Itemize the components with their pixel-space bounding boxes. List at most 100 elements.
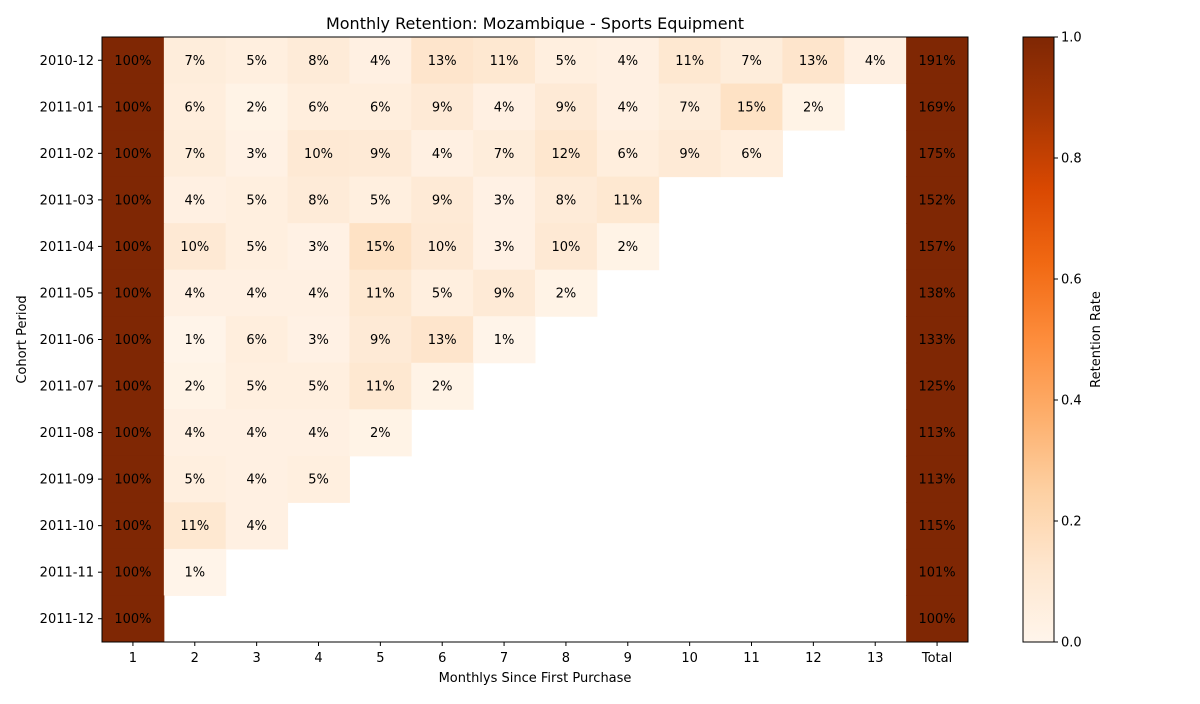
cell-value-label: 7% [741,54,762,69]
colorbar-label: Retention Rate [1089,291,1104,388]
heatmap-cell [720,83,783,131]
cell-value-label: 10% [304,147,333,162]
cell-value-label: 5% [308,473,329,488]
colorbar-tick-label: 0.8 [1061,152,1082,167]
cell-value-label: 3% [308,240,329,255]
heatmap-cell [473,316,536,364]
heatmap-cell [163,83,227,131]
heatmap-cell [658,83,722,131]
cell-value-label: 5% [370,193,391,208]
heatmap-cell [596,223,660,271]
heatmap-cell [535,223,598,271]
cell-value-label: 4% [865,54,886,69]
heatmap-cell [225,83,289,131]
heatmap-cell [163,37,227,85]
heatmap-cell [596,37,660,85]
x-tick-label: 13 [867,651,884,666]
cell-value-label: 4% [246,426,267,441]
heatmap-cell [225,223,289,271]
cell-value-label: 100% [114,54,151,69]
heatmap-cell [473,223,536,271]
heatmap-total-cell [906,269,969,317]
cell-value-label: 13% [428,54,457,69]
cell-value-label: 9% [432,193,453,208]
chart-title: Monthly Retention: Mozambique - Sports E… [326,14,744,33]
heatmap-cell [102,455,165,503]
cell-value-label: 8% [556,193,577,208]
heatmap-cell [225,455,289,503]
cell-value-label: 100% [114,566,151,581]
heatmap-cell [225,130,289,178]
heatmap-cell [163,269,227,317]
heatmap-cell [411,362,474,410]
heatmap-cell [102,362,165,410]
heatmap-total-cell [906,362,969,410]
cell-value-label: 9% [679,147,700,162]
total-value-label: 133% [918,333,955,348]
cell-value-label: 5% [556,54,577,69]
total-value-label: 113% [918,426,955,441]
x-tick-label: 2 [191,651,199,666]
heatmap-cell [102,176,165,224]
heatmap-cell [163,502,227,550]
colorbar-tick-label: 0.4 [1061,394,1082,409]
cell-value-label: 11% [613,193,642,208]
cell-value-label: 3% [308,333,329,348]
heatmap-cell [411,83,474,131]
cell-value-label: 15% [737,100,766,115]
heatmap-cell [287,455,350,503]
total-value-label: 152% [918,193,955,208]
heatmap-cell [411,176,474,224]
heatmap-cell [225,316,289,364]
cell-value-label: 4% [308,426,329,441]
y-tick-label: 2011-10 [40,519,94,534]
heatmap-cell [596,83,660,131]
x-tick-label: 7 [500,651,508,666]
heatmap-cell [535,130,598,178]
cell-value-label: 100% [114,519,151,534]
cell-value-label: 4% [617,100,638,115]
cell-value-label: 5% [246,193,267,208]
cell-value-label: 5% [246,54,267,69]
cell-value-label: 2% [432,380,453,395]
cell-value-label: 2% [556,286,577,301]
y-axis: 2010-12 2011-01 2011-02 2011-03 2011-04 2011-… [40,54,102,627]
x-tick-label: 5 [376,651,384,666]
heatmap-total-cell [906,548,969,596]
heatmap-cell [658,130,722,178]
heatmap-cell [287,269,350,317]
heatmap-cell [102,269,165,317]
cell-value-label: 7% [184,147,205,162]
cell-value-label: 10% [180,240,209,255]
total-value-label: 101% [918,566,955,581]
heatmap-cell [782,83,845,131]
cell-value-label: 2% [617,240,638,255]
heatmap-cell [411,37,474,85]
x-tick-label: Total [921,651,952,666]
y-tick-label: 2011-05 [40,286,94,301]
heatmap-cell [535,37,598,85]
heatmap-total-cell [906,455,969,503]
cell-value-label: 4% [246,519,267,534]
cell-value-label: 6% [246,333,267,348]
cell-value-label: 1% [184,333,205,348]
heatmap-cell [473,176,536,224]
cell-value-label: 7% [679,100,700,115]
heatmap-cell [844,37,907,85]
heatmap-cell [535,269,598,317]
y-tick-label: 2011-07 [40,380,94,395]
cell-value-label: 9% [494,286,515,301]
cell-value-label: 100% [114,612,151,627]
heatmap-cell [287,223,350,271]
cell-value-label: 11% [180,519,209,534]
heatmap-cell [102,83,165,131]
heatmap-cell [102,502,165,550]
cell-value-label: 3% [246,147,267,162]
heatmap-cell [102,595,165,643]
y-tick-label: 2011-08 [40,426,94,441]
heatmap-cell [225,502,289,550]
cell-value-label: 100% [114,147,151,162]
heatmap-cell [535,176,598,224]
